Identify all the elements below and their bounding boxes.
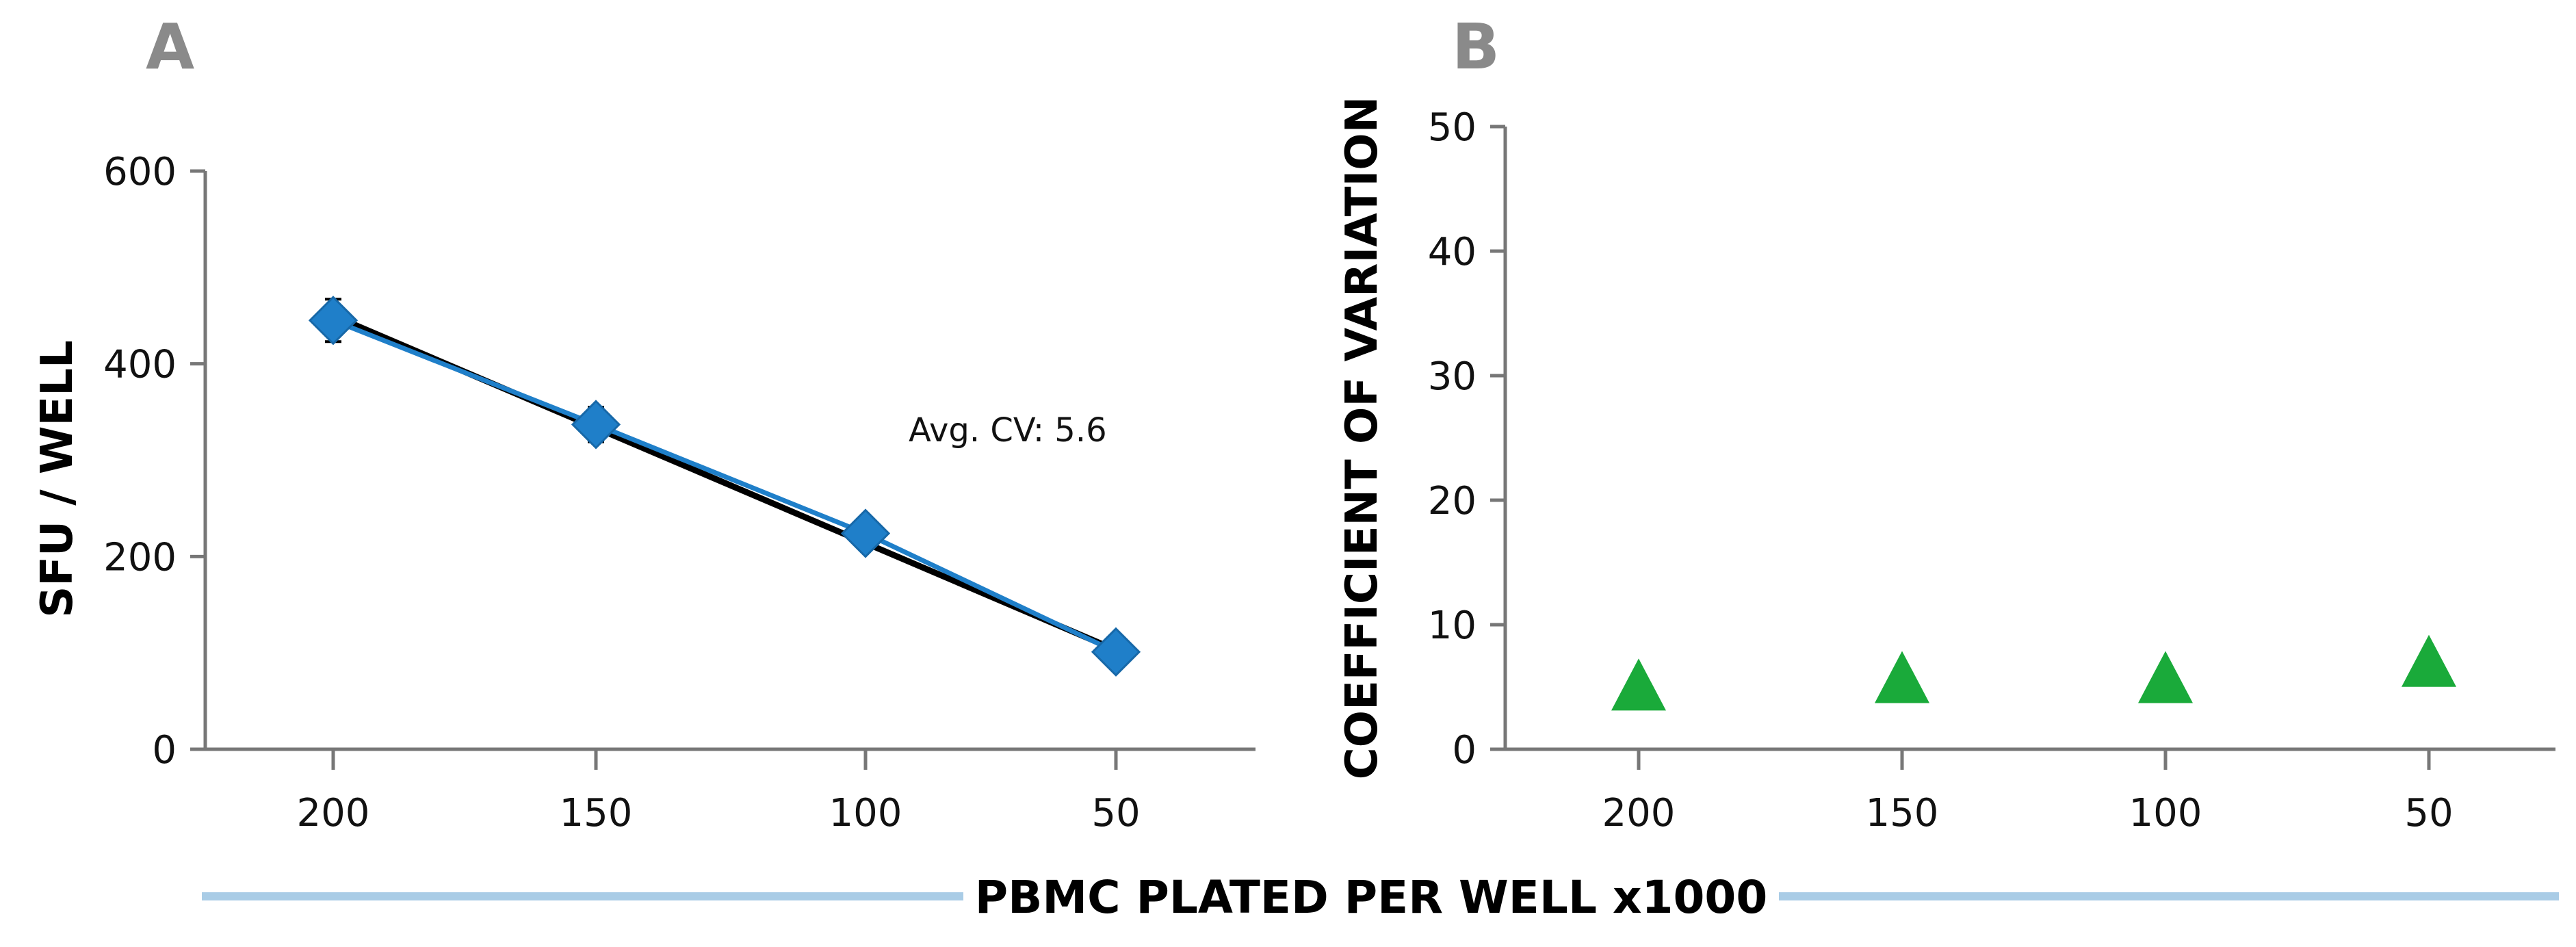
panel-b-y-axis: 0 10 20 30 40 50: [1428, 105, 1507, 773]
panel-a-x-tick-label-150: 150: [560, 791, 633, 835]
panel-b-y-tick-label-50: 50: [1428, 105, 1476, 150]
panel-a-x-tick-label-50: 50: [1091, 791, 1140, 835]
panel-b-letter: B: [1452, 10, 1500, 83]
panel-b-y-ticks: 0 10 20 30 40 50: [1428, 105, 1505, 773]
panel-b-y-axis-title: COEFFICIENT OF VARIATION: [1337, 96, 1388, 780]
panel-a-y-axis-title: SFU / WELL: [32, 340, 83, 618]
panel-a-x-axis: 200 150 100 50: [205, 747, 1256, 835]
panel-b-x-tick-label-50: 50: [2404, 791, 2453, 835]
panel-a-x-tick-label-100: 100: [829, 791, 902, 835]
panel-b-point-100: [2138, 651, 2193, 703]
shared-x-axis-title: PBMC PLATED PER WELL x1000: [975, 871, 1768, 924]
panel-b-x-axis: 200 150 100 50: [1505, 747, 2555, 835]
panel-b-point-50: [2402, 634, 2456, 687]
panel-a-annotation: Avg. CV: 5.6: [909, 411, 1107, 450]
panel-b-x-tick-label-150: 150: [1866, 791, 1939, 835]
panel-b-point-150: [1875, 651, 1929, 703]
panel-b-point-200: [1611, 658, 1666, 711]
panel-a-letter: A: [146, 10, 194, 83]
panel-a-y-tick-label-400: 400: [103, 343, 177, 387]
panel-b-y-tick-label-20: 20: [1428, 479, 1476, 523]
panel-b-y-tick-label-0: 0: [1452, 728, 1476, 773]
panel-a-y-tick-label-200: 200: [103, 535, 177, 580]
panel-a: A 0 200 400 600 200 150 100 50 SFU / WELL Avg.…: [32, 10, 1256, 835]
panel-b-y-tick-label-40: 40: [1428, 230, 1476, 274]
panel-a-point-50: [1091, 627, 1141, 677]
panel-a-series-line: [332, 318, 1117, 654]
panel-b-y-tick-label-30: 30: [1428, 354, 1476, 399]
panel-b-series: [1611, 634, 2456, 711]
panel-b: B 0 10 20 30 40 50 200 150 100 50 COEFFICIENT OF…: [1337, 10, 2555, 835]
panel-b-y-tick-label-10: 10: [1428, 604, 1476, 648]
panel-a-series: [308, 296, 1141, 677]
panel-b-x-tick-label-100: 100: [2129, 791, 2202, 835]
panel-a-point-100: [840, 508, 891, 558]
panel-b-x-ticks: 200 150 100 50: [1602, 749, 2454, 835]
panel-a-point-200: [308, 296, 359, 346]
panel-a-y-axis: 0 200 400 600: [103, 150, 207, 773]
panel-a-x-ticks: 200 150 100 50: [297, 749, 1141, 835]
panel-a-y-tick-label-0: 0: [152, 728, 177, 773]
shared-x-axis-title-group: PBMC PLATED PER WELL x1000: [202, 871, 2559, 924]
panel-a-x-tick-label-200: 200: [297, 791, 370, 835]
panel-a-point-150: [571, 400, 621, 450]
panel-b-x-tick-label-200: 200: [1602, 791, 1676, 835]
panel-a-y-ticks: 0 200 400 600: [103, 150, 205, 773]
panel-a-y-tick-label-600: 600: [103, 150, 177, 194]
